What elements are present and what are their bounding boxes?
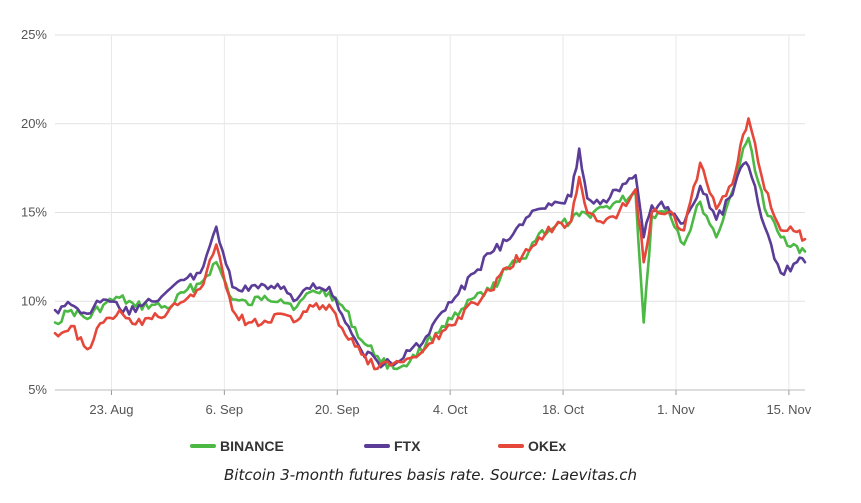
x-tick-label: 6. Sep (206, 402, 244, 417)
series-line-ftx (53, 147, 807, 369)
x-tick-label: 20. Sep (315, 402, 360, 417)
chart-caption: Bitcoin 3-month futures basis rate. Sour… (224, 466, 637, 484)
y-tick-label: 5% (28, 382, 47, 397)
x-tick-label: 23. Aug (89, 402, 133, 417)
x-tick-label: 1. Nov (657, 402, 695, 417)
legend-label-binance: BINANCE (220, 438, 284, 454)
x-tick-label: 18. Oct (542, 402, 584, 417)
series-line-okex (53, 117, 807, 371)
legend-label-ftx: FTX (394, 438, 421, 454)
legend-label-okex: OKEx (528, 438, 566, 454)
y-tick-label: 20% (21, 116, 47, 131)
y-tick-label: 10% (21, 293, 47, 308)
y-tick-label: 25% (21, 27, 47, 42)
x-tick-label: 4. Oct (433, 402, 468, 417)
x-tick-label: 15. Nov (766, 402, 811, 417)
y-tick-label: 15% (21, 205, 47, 220)
